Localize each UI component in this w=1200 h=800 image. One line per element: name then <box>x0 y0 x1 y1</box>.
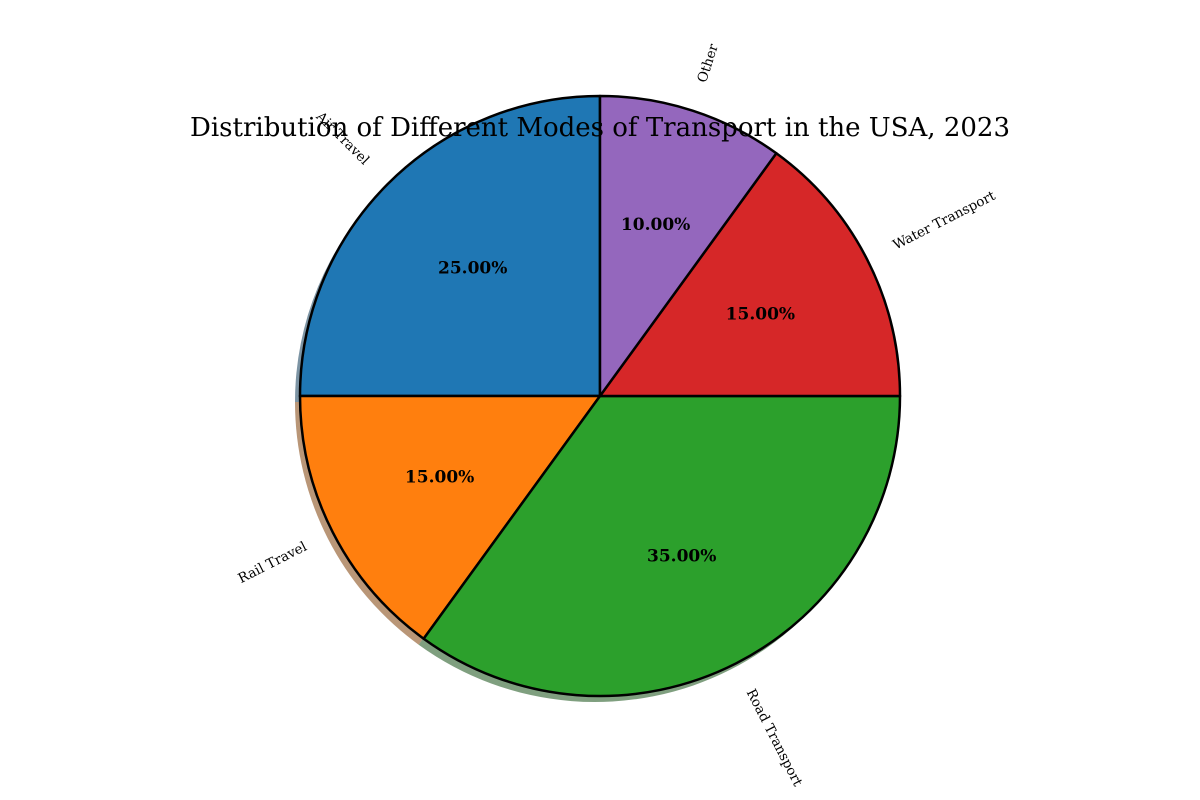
category-label-rail-travel: Rail Travel <box>236 539 310 587</box>
percent-label-rail-travel: 15.00% <box>405 468 474 488</box>
percent-label-air-travel: 25.00% <box>438 259 507 279</box>
category-label-water-transport: Water Transport <box>890 188 998 254</box>
percent-label-other: 10.00% <box>621 215 690 235</box>
category-label-other: Other <box>694 41 722 84</box>
pie-slice-air-travel <box>298 94 602 398</box>
percent-labels: 25.00% 15.00% 35.00% 15.00% 10.00% <box>405 215 795 567</box>
pie-slice-other <box>598 94 778 398</box>
percent-label-road-transport: 35.00% <box>647 546 716 566</box>
chart-title: Distribution of Different Modes of Trans… <box>190 113 1010 143</box>
percent-label-water-transport: 15.00% <box>726 304 795 324</box>
pie-wedges <box>298 94 902 698</box>
pie-slice-rail-travel <box>298 394 602 640</box>
pie-slice-water-transport <box>598 152 902 398</box>
pie-slice-road-transport <box>422 394 902 698</box>
category-label-road-transport: Road Transport <box>743 686 806 789</box>
